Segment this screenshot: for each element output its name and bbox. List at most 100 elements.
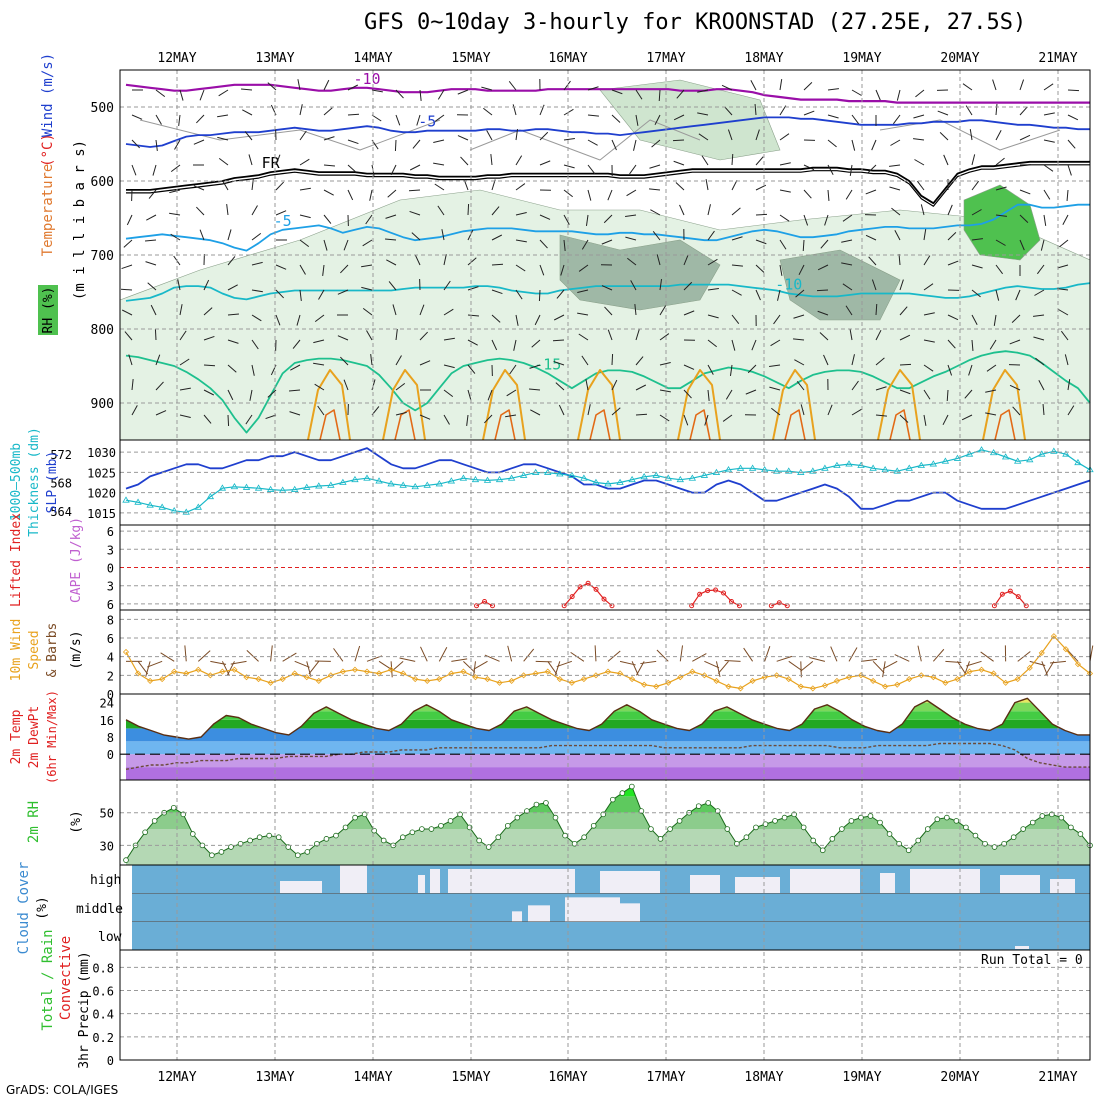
wind10m-marker — [870, 677, 877, 684]
rh-marker — [581, 834, 587, 841]
wind-barb — [299, 104, 303, 116]
wind-barb — [683, 310, 695, 316]
wind10m-marker — [472, 674, 479, 681]
wind-barb — [275, 264, 287, 270]
wind10m-barb — [724, 659, 741, 662]
lifted-index-line — [993, 590, 1027, 607]
chart-title: GFS 0~10day 3-hourly for KROONSTAD (27.2… — [364, 10, 1027, 35]
wind-barb — [347, 139, 359, 145]
wind-barb — [155, 139, 158, 151]
wind-barb — [652, 231, 661, 241]
rh-marker — [409, 829, 416, 836]
wind10m-barb — [809, 656, 826, 662]
wind-barb — [899, 414, 909, 423]
wind-barb — [985, 389, 997, 393]
wind-barb — [871, 279, 877, 291]
lifted-index-marker — [705, 588, 711, 594]
wind-barb — [509, 364, 517, 375]
wind-barb — [1019, 239, 1025, 251]
rh-marker — [190, 831, 196, 837]
wind10m-marker — [785, 676, 792, 683]
wind10m-marker — [412, 676, 419, 683]
wind10m-marker — [195, 666, 202, 673]
wind-barb — [611, 139, 617, 151]
wind-barb — [292, 339, 301, 349]
thickness-marker — [616, 478, 624, 485]
thickness-marker — [303, 483, 311, 490]
rh-marker — [1068, 824, 1074, 831]
rh-marker — [295, 852, 301, 858]
wind-barb — [218, 157, 229, 166]
wind-barb — [651, 139, 661, 148]
temp-contour-hot — [689, 409, 711, 441]
wind-barb — [457, 135, 469, 141]
date-label-top: 19MAY — [842, 51, 881, 66]
wind-barb — [483, 107, 493, 116]
thickness-marker — [206, 492, 215, 500]
thickness-marker — [929, 460, 938, 467]
lifted-index-marker — [601, 596, 607, 602]
wind10m-barb — [848, 647, 858, 662]
wind10m-marker — [580, 676, 587, 683]
wind-barb — [729, 364, 733, 376]
wind10m-marker — [689, 668, 696, 675]
wind-barb — [437, 89, 445, 100]
wind-barb — [242, 109, 253, 116]
wind10m-barb — [282, 652, 297, 662]
panel-frame-slp — [119, 439, 1091, 526]
wind-barb — [923, 339, 935, 343]
wind10m-marker — [1062, 646, 1069, 653]
cloud-clear-middle — [620, 903, 640, 922]
wind-barb — [314, 383, 325, 391]
wind-barb — [923, 229, 927, 241]
temp-contour-warm — [677, 369, 721, 441]
cloud-clear-high — [418, 875, 425, 894]
wind-barb — [1060, 330, 1069, 341]
thickness-marker — [194, 503, 203, 510]
wind-barb — [894, 230, 901, 241]
wind10m-marker — [629, 676, 636, 683]
wind-barb — [923, 389, 931, 400]
temp-tick-label: 16 — [100, 714, 114, 728]
wind-barb — [794, 359, 805, 366]
wind-barb — [155, 114, 162, 125]
wind-barb — [560, 264, 565, 276]
thickness-marker — [700, 471, 709, 478]
thickness-marker — [917, 461, 926, 468]
wind-barb — [251, 314, 262, 322]
pressure-tick-label: 900 — [91, 397, 114, 412]
wind-barb — [817, 264, 829, 271]
wind-barb — [701, 155, 709, 166]
wind-barb — [227, 339, 239, 344]
wind-barb — [299, 187, 311, 191]
wind-barb — [995, 264, 1004, 275]
wind-barb — [915, 89, 925, 98]
wind-barb — [698, 133, 709, 141]
wind-barb — [625, 236, 637, 241]
precip-tick-label: 0.4 — [92, 1008, 114, 1022]
wind-barb — [1033, 314, 1045, 317]
thickness-marker — [483, 476, 492, 483]
wind-barb — [515, 129, 519, 141]
wind-barb — [849, 164, 853, 176]
wind-barb — [971, 339, 974, 352]
wind-barb — [659, 279, 663, 291]
wind-barb — [556, 289, 565, 299]
wind-barb — [611, 353, 614, 366]
thickness-marker — [604, 480, 612, 487]
contour-label: -10 — [775, 275, 802, 293]
precip-tick-label: 0.2 — [92, 1031, 114, 1045]
wind-barb — [727, 129, 733, 141]
thickness-marker — [242, 483, 251, 490]
wind-barb — [916, 180, 925, 191]
wind-barb — [851, 114, 860, 125]
rh-marker — [447, 818, 454, 824]
wind10m-barb — [306, 661, 312, 677]
wind10m-barb — [184, 645, 187, 662]
wind-tick-label: 2 — [107, 669, 114, 683]
wind-barb — [366, 330, 373, 341]
rh-marker — [772, 818, 778, 824]
wind10m-barb — [607, 650, 621, 662]
wind-barb — [1067, 379, 1071, 391]
lifted-index-marker — [721, 590, 727, 596]
